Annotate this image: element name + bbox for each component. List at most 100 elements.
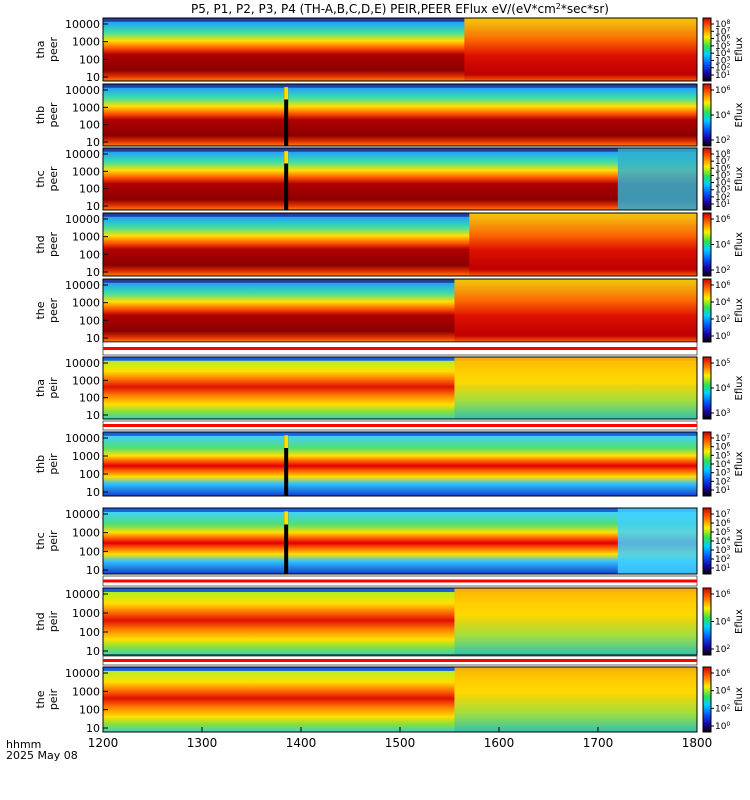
colorbar-tick-label: 106 bbox=[715, 280, 730, 291]
colorbar-tick-label: 105 bbox=[715, 527, 730, 538]
flux-band bbox=[103, 151, 697, 210]
panel-species-label: peer bbox=[47, 166, 60, 192]
colorbar-tick-label: 104 bbox=[715, 240, 730, 251]
colorbar-tick-label: 102 bbox=[715, 192, 730, 203]
y-tick-label: 1000 bbox=[72, 450, 100, 463]
colorbar-tick-label: 105 bbox=[715, 450, 730, 461]
disturbed-region bbox=[454, 588, 697, 655]
colorbar-tick-label: 101 bbox=[715, 199, 730, 210]
colorbar bbox=[702, 83, 712, 147]
colorbar-tick-label: 102 bbox=[715, 554, 730, 565]
y-tick-label: 10000 bbox=[65, 432, 100, 445]
panel-frame bbox=[102, 431, 698, 497]
panel-frame bbox=[102, 587, 698, 656]
colorbar-tick-label: 108 bbox=[715, 149, 730, 160]
colorbar-tick-label: 102 bbox=[715, 135, 730, 146]
y-tick-label: 1000 bbox=[72, 36, 100, 49]
colorbar-tick-label: 106 bbox=[715, 34, 730, 45]
panel-probe-label: thc bbox=[34, 532, 47, 549]
y-tick-label: 10 bbox=[86, 266, 100, 279]
colorbar-tick-label: 104 bbox=[715, 536, 730, 547]
data-gap-bar bbox=[284, 511, 289, 574]
panel-species-label: peir bbox=[47, 688, 60, 710]
colorbar-tick-label: 100 bbox=[715, 331, 730, 342]
y-tick-label: 1000 bbox=[72, 374, 100, 387]
separator-line bbox=[103, 424, 697, 427]
y-tick-label: 10 bbox=[86, 71, 100, 84]
colorbar-tick-label: 104 bbox=[715, 617, 730, 628]
panel-frame bbox=[102, 212, 698, 277]
colorbar-tick-label: 102 bbox=[715, 644, 730, 655]
panel-thc-peir: 10000 1000 100 10 thc peir 1071061051041031021… bbox=[34, 507, 745, 577]
colorbar-tick-label: 103 bbox=[715, 185, 730, 196]
y-tick-label: 10000 bbox=[65, 213, 100, 226]
y-tick-label: 10 bbox=[86, 564, 100, 577]
panel-probe-label: the bbox=[34, 690, 47, 708]
colorbar-tick-label: 103 bbox=[715, 55, 730, 66]
y-tick-label: 100 bbox=[79, 626, 100, 639]
y-tick-label: 100 bbox=[79, 53, 100, 66]
x-tick-label: 1300 bbox=[187, 736, 218, 750]
y-tick-label: 1000 bbox=[72, 607, 100, 620]
colorbar bbox=[702, 587, 712, 656]
y-tick-label: 1000 bbox=[72, 165, 100, 178]
x-tick-label: 1200 bbox=[88, 736, 119, 750]
colorbar-label: Eflux bbox=[734, 687, 745, 712]
x-tick-label: 1700 bbox=[583, 736, 614, 750]
colorbar-tick-label: 103 bbox=[715, 468, 730, 479]
x-tick-label: 1400 bbox=[286, 736, 317, 750]
data-gap-top bbox=[284, 435, 289, 448]
panel-thb-peer: 10000 1000 100 10 thb peer 106 104 102 Eflux bbox=[34, 83, 745, 149]
y-tick-label: 100 bbox=[79, 248, 100, 261]
colorbar bbox=[702, 147, 712, 211]
colorbar bbox=[702, 356, 712, 420]
y-tick-label: 100 bbox=[79, 545, 100, 558]
y-tick-label: 10 bbox=[86, 332, 100, 345]
y-tick-label: 10000 bbox=[65, 508, 100, 521]
y-tick-label: 10000 bbox=[65, 588, 100, 601]
colorbar-tick-label: 103 bbox=[715, 408, 730, 419]
y-tick-label: 1000 bbox=[72, 297, 100, 310]
colorbar-tick-label: 102 bbox=[715, 314, 730, 325]
colorbar-tick-label: 106 bbox=[715, 589, 730, 600]
colorbar-tick-label: 102 bbox=[715, 265, 730, 276]
disturbed-region bbox=[454, 279, 697, 342]
colorbar-tick-label: 102 bbox=[715, 63, 730, 74]
disturbed-region bbox=[464, 18, 697, 81]
y-tick-label: 10 bbox=[86, 200, 100, 213]
data-gap-top bbox=[284, 87, 289, 100]
colorbar-tick-label: 101 bbox=[715, 485, 730, 496]
y-tick-label: 1000 bbox=[72, 527, 100, 540]
colorbar-tick-label: 101 bbox=[715, 563, 730, 574]
colorbar-label: Eflux bbox=[734, 232, 745, 257]
y-tick-label: 10 bbox=[86, 136, 100, 149]
colorbar-label: Eflux bbox=[734, 102, 745, 127]
separator-line bbox=[103, 347, 697, 350]
colorbar-tick-label: 104 bbox=[715, 383, 730, 394]
x-tick-label: 1600 bbox=[484, 736, 515, 750]
separator-line bbox=[103, 579, 697, 583]
colorbar-label: Eflux bbox=[734, 37, 745, 62]
x-unit-label: hhmm bbox=[6, 738, 41, 751]
colorbar-tick-label: 100 bbox=[715, 721, 730, 732]
colorbar-tick-label: 101 bbox=[715, 70, 730, 81]
disturbed-region bbox=[469, 213, 697, 276]
panel-species-label: peir bbox=[47, 610, 60, 632]
panel-species-label: peir bbox=[47, 530, 60, 552]
panel-species-label: peer bbox=[47, 298, 60, 324]
panel-frame bbox=[102, 83, 698, 147]
panel-frame bbox=[102, 356, 698, 420]
y-tick-label: 100 bbox=[79, 392, 100, 405]
colorbar-tick-label: 107 bbox=[715, 509, 730, 520]
colorbar-tick-label: 104 bbox=[715, 48, 730, 59]
colorbar-tick-label: 106 bbox=[715, 518, 730, 529]
colorbar-label: Eflux bbox=[734, 298, 745, 323]
panel-thd-peer: 10000 1000 100 10 thd peer 106 104 102 Eflux bbox=[34, 212, 745, 279]
colorbar-tick-label: 107 bbox=[715, 433, 730, 444]
colorbar bbox=[702, 666, 712, 733]
panel-probe-label: thb bbox=[34, 455, 47, 473]
y-tick-label: 100 bbox=[79, 314, 100, 327]
disturbed-region bbox=[454, 667, 697, 732]
